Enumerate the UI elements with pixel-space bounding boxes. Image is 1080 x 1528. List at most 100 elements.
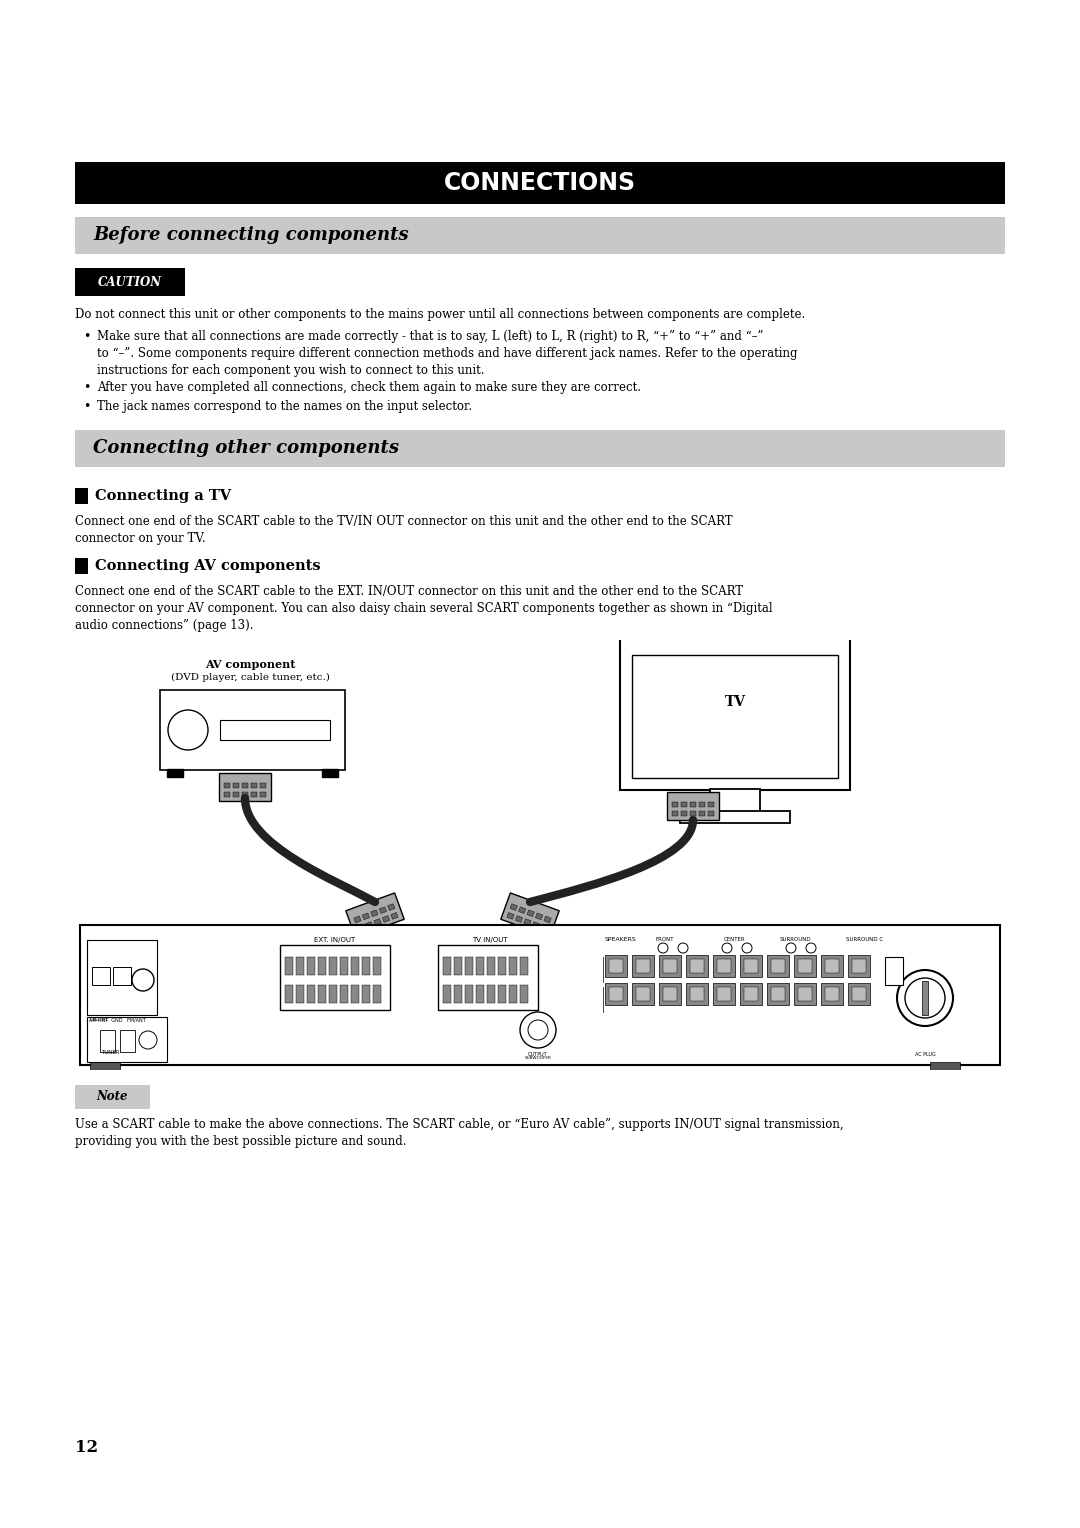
Text: to “–”. Some components require different connection methods and have different : to “–”. Some components require differen… <box>97 347 797 361</box>
Bar <box>519 957 528 975</box>
Bar <box>636 987 650 1001</box>
Bar <box>260 782 266 787</box>
Bar <box>524 918 531 926</box>
Bar <box>515 915 523 923</box>
Bar <box>794 983 816 1005</box>
Text: FRONT: FRONT <box>656 937 674 941</box>
Bar <box>120 1030 135 1051</box>
Bar <box>329 957 337 975</box>
Bar <box>717 960 731 973</box>
Bar <box>285 986 293 1002</box>
Bar <box>672 811 678 816</box>
Bar <box>476 957 484 975</box>
Bar <box>80 924 1000 1065</box>
Text: AV component: AV component <box>205 659 295 669</box>
Bar <box>379 906 387 914</box>
Circle shape <box>806 943 816 953</box>
Bar <box>75 267 185 296</box>
Circle shape <box>519 1012 556 1048</box>
Text: TV IN/OUT: TV IN/OUT <box>472 937 508 943</box>
Text: Make sure that all connections are made correctly - that is to say, L (left) to : Make sure that all connections are made … <box>97 330 764 342</box>
Text: SURROUND C: SURROUND C <box>847 937 883 941</box>
Bar <box>87 940 157 1015</box>
Circle shape <box>897 970 953 1025</box>
Bar <box>251 782 257 787</box>
Bar <box>708 811 714 816</box>
Bar <box>388 903 395 911</box>
Bar <box>75 558 87 575</box>
Bar <box>498 957 507 975</box>
Bar <box>821 955 843 976</box>
Bar <box>260 792 266 798</box>
Bar <box>285 957 293 975</box>
Text: AC PLUG: AC PLUG <box>915 1051 935 1057</box>
Bar <box>680 811 789 824</box>
Bar <box>220 720 330 740</box>
Bar <box>443 957 451 975</box>
Bar <box>75 487 87 504</box>
Bar <box>373 957 381 975</box>
Text: After you have completed all connections, check them again to make sure they are: After you have completed all connections… <box>97 380 642 394</box>
Bar <box>794 955 816 976</box>
Bar <box>519 986 528 1002</box>
Bar <box>686 955 708 976</box>
Bar <box>370 909 378 917</box>
Bar <box>374 918 381 926</box>
Bar <box>351 986 359 1002</box>
Bar <box>798 960 812 973</box>
Circle shape <box>658 943 669 953</box>
Bar <box>885 957 903 986</box>
Bar <box>672 802 678 807</box>
Bar <box>391 912 399 920</box>
Text: •: • <box>83 380 91 394</box>
Bar <box>354 917 361 923</box>
Bar <box>690 802 696 807</box>
Bar <box>476 986 484 1002</box>
Bar <box>465 957 473 975</box>
Bar <box>362 914 369 920</box>
Bar <box>507 912 514 920</box>
Text: TV: TV <box>725 695 745 709</box>
Text: 12: 12 <box>75 1439 98 1456</box>
Bar <box>740 983 762 1005</box>
Bar <box>825 960 839 973</box>
Bar <box>318 957 326 975</box>
Bar <box>686 983 708 1005</box>
Bar <box>713 983 735 1005</box>
Bar <box>465 986 473 1002</box>
Bar <box>744 960 758 973</box>
Bar <box>307 986 315 1002</box>
Bar <box>713 955 735 976</box>
Bar <box>242 782 248 787</box>
Bar <box>609 987 623 1001</box>
Bar <box>767 955 789 976</box>
Circle shape <box>528 1021 548 1041</box>
Bar <box>798 987 812 1001</box>
Text: Connecting a TV: Connecting a TV <box>95 489 231 503</box>
Bar <box>75 429 1005 468</box>
Bar <box>219 773 271 801</box>
Bar <box>362 957 370 975</box>
Text: SPEAKERS: SPEAKERS <box>605 937 637 941</box>
Bar <box>518 906 526 914</box>
Bar <box>362 986 370 1002</box>
Bar <box>699 811 705 816</box>
Bar <box>632 983 654 1005</box>
Bar <box>329 986 337 1002</box>
Bar <box>487 957 495 975</box>
Text: connector on your AV component. You can also daisy chain several SCART component: connector on your AV component. You can … <box>75 602 772 614</box>
Bar <box>541 924 548 932</box>
Bar <box>532 921 540 929</box>
Bar <box>852 987 866 1001</box>
Bar <box>536 914 543 920</box>
Text: SURROUND: SURROUND <box>779 937 811 941</box>
Bar <box>351 957 359 975</box>
Bar <box>509 957 517 975</box>
Text: connector on your TV.: connector on your TV. <box>75 532 205 545</box>
Text: TUNER: TUNER <box>100 1050 119 1054</box>
Bar <box>710 788 760 811</box>
Circle shape <box>786 943 796 953</box>
Text: Connecting AV components: Connecting AV components <box>95 559 321 573</box>
Text: providing you with the best possible picture and sound.: providing you with the best possible pic… <box>75 1135 406 1148</box>
Bar <box>365 921 373 929</box>
